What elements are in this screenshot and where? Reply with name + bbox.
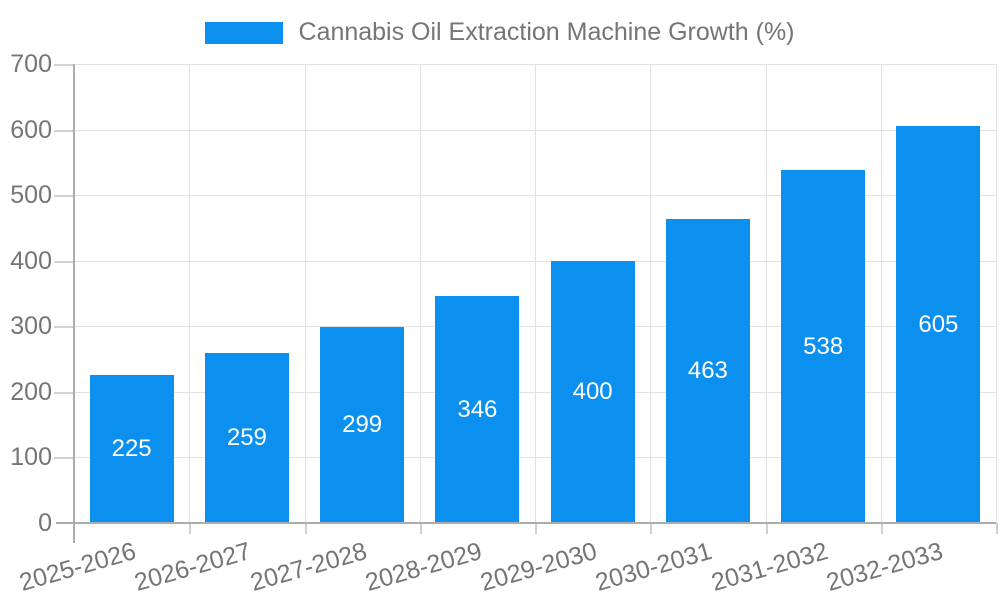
y-axis-tick [54,260,74,263]
legend-label: Cannabis Oil Extraction Machine Growth (… [298,18,795,46]
legend-item[interactable]: Cannabis Oil Extraction Machine Growth (… [205,18,795,47]
bar[interactable] [89,375,174,523]
x-axis-tick-label: 2028-2029 [362,537,485,597]
x-axis-tick [419,523,422,534]
x-axis-tick [535,523,537,534]
x-axis-line [56,522,996,524]
bar[interactable] [665,219,750,523]
bar[interactable] [435,296,520,523]
y-axis-tick-label: 0 [38,509,52,537]
y-axis-tick-label: 500 [10,181,52,210]
bar[interactable] [896,126,981,523]
legend-swatch [205,21,284,44]
x-axis-tick [304,523,307,534]
x-axis-tick-label: 2027-2028 [246,537,370,597]
x-axis-tick-label: 2025-2026 [16,537,140,597]
y-axis-tick-label: 400 [10,246,52,275]
gridline-vertical [880,64,882,523]
x-axis-tick [765,523,768,534]
gridline-vertical [996,64,997,523]
x-axis-tick [880,523,883,534]
gridline-vertical [765,64,767,523]
x-axis-tick [189,523,192,534]
y-axis-tick-label: 200 [10,377,52,406]
x-axis-tick-label: 2030-2031 [592,537,716,597]
y-axis-tick [54,326,74,329]
y-axis-tick [54,457,74,460]
y-axis-tick [54,64,74,66]
x-axis-tick [996,523,998,534]
bar[interactable] [550,260,635,523]
y-axis-tick [54,129,74,132]
gridline-vertical [650,64,652,523]
gridline-vertical [189,64,191,523]
bar[interactable] [320,326,405,523]
x-axis-tick-label: 2029-2030 [477,537,601,597]
y-axis-tick-label: 700 [10,50,52,78]
gridline-vertical [419,64,421,523]
x-axis-tick-label: 2032-2033 [823,537,946,597]
chart-legend: Cannabis Oil Extraction Machine Growth (… [0,18,1000,47]
bar[interactable] [781,170,866,523]
y-axis-tick-label: 300 [10,312,52,341]
gridline-vertical [304,64,306,523]
x-axis-tick-label: 2026-2027 [131,537,255,597]
y-axis-line [73,64,75,543]
y-axis-tick [54,195,74,198]
y-axis-tick-label: 600 [10,115,52,144]
y-axis-tick [54,391,74,394]
x-axis-tick-label: 2031-2032 [707,537,831,597]
gridline-vertical [535,64,536,523]
y-axis-tick-label: 100 [10,443,52,472]
x-axis-tick [650,523,653,534]
bar[interactable] [204,353,289,523]
